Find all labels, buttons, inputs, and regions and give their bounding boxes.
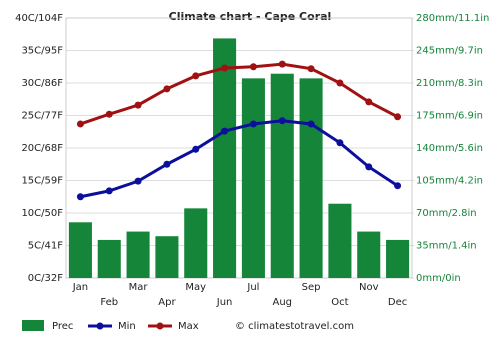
- line: [79, 62, 399, 126]
- bar: [155, 236, 179, 278]
- bar: [241, 78, 265, 278]
- y2-tick-label: 245mm/9.7in: [416, 46, 483, 57]
- y2-tick-label: 210mm/8.3in: [416, 78, 483, 89]
- x-tick-label: Jul: [246, 282, 259, 293]
- x-tick-label: Aug: [272, 297, 292, 308]
- chart-title: Climate chart - Cape Coral: [169, 10, 332, 23]
- line-marker: [394, 113, 402, 121]
- bar: [97, 239, 121, 278]
- bar: [357, 231, 381, 278]
- legend-label: Prec: [52, 321, 73, 332]
- line-marker: [278, 117, 286, 125]
- line-marker: [249, 63, 257, 71]
- line-marker: [278, 60, 286, 68]
- line-marker: [134, 101, 142, 109]
- x-tick-label: Sep: [302, 282, 321, 293]
- line-marker: [76, 120, 84, 128]
- y-tick-label: 25C/77F: [21, 111, 63, 122]
- x-tick-label: Jan: [72, 282, 88, 293]
- bar: [386, 239, 410, 278]
- line-marker: [307, 120, 315, 128]
- x-tick-label: Nov: [359, 282, 379, 293]
- line-marker: [307, 65, 315, 73]
- line-marker: [105, 187, 113, 195]
- bar: [213, 38, 237, 278]
- bar: [328, 203, 352, 278]
- x-tick-label: May: [185, 282, 206, 293]
- y-tick-label: 0C/32F: [28, 273, 63, 284]
- bar: [299, 78, 323, 278]
- x-tick-label: Oct: [331, 297, 348, 308]
- line: [80, 119, 399, 199]
- legend-swatch: [156, 322, 164, 330]
- plot-frame: [65, 17, 413, 279]
- y-tick-label: 30C/86F: [21, 78, 63, 89]
- line-marker: [221, 127, 229, 135]
- y-tick-label: 10C/50F: [21, 208, 63, 219]
- y2-tick-label: 280mm/11.1in: [416, 13, 489, 24]
- legend-label: Max: [178, 321, 199, 332]
- y2-tick-label: 105mm/4.2in: [416, 176, 483, 187]
- y-tick-label: 20C/68F: [21, 143, 63, 154]
- legend-swatch: [96, 322, 104, 330]
- bar: [126, 231, 150, 278]
- x-tick-label: Jun: [216, 297, 233, 308]
- line-marker: [336, 139, 344, 147]
- source: © climatestotravel.com: [235, 321, 354, 332]
- y-tick-label: 40C/104F: [15, 13, 63, 24]
- legend-label: Min: [118, 321, 136, 332]
- y2-tick-label: 0mm/0in: [416, 273, 461, 284]
- bar: [270, 73, 294, 278]
- line-marker: [192, 145, 200, 153]
- line-marker: [76, 193, 84, 201]
- y-tick-label: 5C/41F: [28, 241, 63, 252]
- y2-tick-label: 140mm/5.6in: [416, 143, 483, 154]
- legend-swatch: [22, 320, 44, 331]
- bar: [68, 222, 92, 278]
- x-tick-label: Apr: [158, 297, 176, 308]
- line-marker: [134, 177, 142, 185]
- line-marker: [192, 72, 200, 80]
- line-marker: [336, 79, 344, 87]
- y-tick-label: 35C/95F: [21, 46, 63, 57]
- line-marker: [105, 110, 113, 118]
- bar: [184, 208, 208, 278]
- y2-tick-label: 70mm/2.8in: [416, 208, 477, 219]
- line-marker: [163, 160, 171, 168]
- y2-tick-label: 35mm/1.4in: [416, 241, 477, 252]
- x-tick-label: Feb: [100, 297, 118, 308]
- y-tick-label: 15C/59F: [21, 176, 63, 187]
- line-marker: [163, 85, 171, 93]
- line-marker: [365, 163, 373, 171]
- line-marker: [249, 120, 257, 128]
- line-marker: [221, 64, 229, 72]
- x-tick-label: Mar: [129, 282, 149, 293]
- x-tick-label: Dec: [388, 297, 407, 308]
- line-marker: [394, 182, 402, 190]
- y2-tick-label: 175mm/6.9in: [416, 111, 483, 122]
- line-marker: [365, 98, 373, 106]
